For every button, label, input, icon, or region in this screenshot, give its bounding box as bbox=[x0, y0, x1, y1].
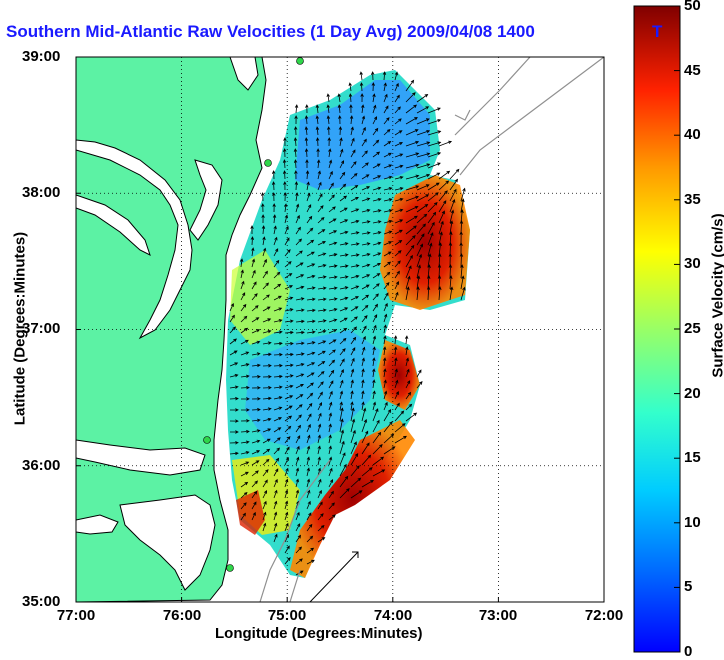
colorbar-tick-label: 25 bbox=[684, 320, 701, 337]
colorbar-tick-label: 5 bbox=[684, 578, 692, 595]
x-tick-label: 73:00 bbox=[468, 607, 528, 624]
x-tick-label: 76:00 bbox=[152, 607, 212, 624]
y-tick-label: 39:00 bbox=[22, 48, 60, 65]
x-tick-label: 74:00 bbox=[363, 607, 423, 624]
station-marker bbox=[297, 58, 304, 65]
colorbar-tick-label: 35 bbox=[684, 191, 701, 208]
y-tick-label: 38:00 bbox=[22, 184, 60, 201]
x-tick-label: 77:00 bbox=[46, 607, 106, 624]
map-title-tail: T bbox=[652, 22, 662, 42]
colorbar-tick-label: 30 bbox=[684, 255, 701, 272]
colorbar-tick-label: 20 bbox=[684, 385, 701, 402]
colorbar-tick-label: 15 bbox=[684, 449, 701, 466]
map-title: Southern Mid-Atlantic Raw Velocities (1 … bbox=[6, 22, 630, 42]
colorbar-title: Surface Velocity (cm/s) bbox=[710, 176, 724, 416]
x-tick-label: 75:00 bbox=[257, 607, 317, 624]
station-marker bbox=[227, 565, 234, 572]
colorbar-tick-label: 0 bbox=[684, 643, 692, 660]
x-tick-label: 72:00 bbox=[574, 607, 634, 624]
station-marker bbox=[204, 437, 211, 444]
colorbar-tick-label: 45 bbox=[684, 62, 701, 79]
y-tick-label: 36:00 bbox=[22, 457, 60, 474]
station-marker bbox=[265, 160, 272, 167]
y-axis-title: Latitude (Degrees:Minutes) bbox=[12, 209, 29, 449]
colorbar-tick-label: 40 bbox=[684, 126, 701, 143]
colorbar-tick-label: 10 bbox=[684, 514, 701, 531]
colorbar bbox=[634, 6, 680, 652]
x-axis-title: Longitude (Degrees:Minutes) bbox=[215, 625, 423, 642]
colorbar-tick-label: 50 bbox=[684, 0, 701, 14]
